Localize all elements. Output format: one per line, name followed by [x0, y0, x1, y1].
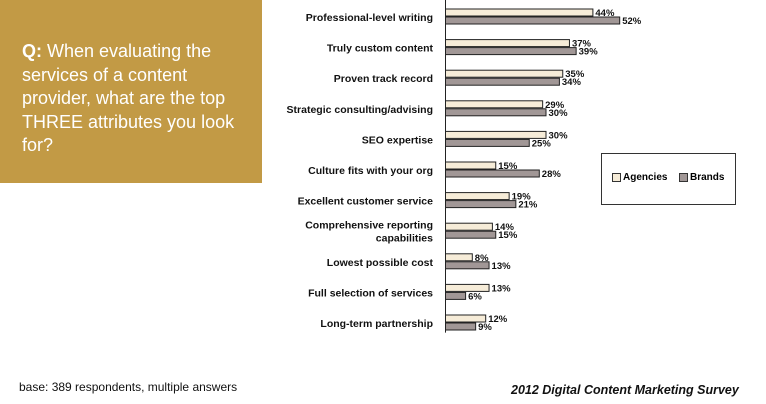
bar-brands-seo-expertise — [445, 138, 530, 147]
value-label-agencies-culture-fits-with-your-org: 15% — [498, 161, 518, 172]
bar-agencies-excellent-customer-service — [445, 192, 510, 201]
value-label-brands-culture-fits-with-your-org: 28% — [542, 169, 562, 180]
category-label-strategic-consulting-advising: Strategic consulting/advising — [287, 104, 433, 116]
bar-brands-professional-level-writing — [445, 16, 621, 25]
value-label-agencies-professional-level-writing: 44% — [595, 8, 615, 19]
question-panel: Q: When evaluating the services of a con… — [0, 0, 262, 183]
legend-swatch-brands — [679, 173, 688, 182]
value-label-brands-comprehensive-reporting-capabilities: 15% — [498, 230, 518, 241]
category-label-culture-fits-with-your-org: Culture fits with your org — [308, 165, 433, 177]
value-label-agencies-proven-track-record: 35% — [565, 69, 585, 80]
category-label-line: Professional-level writing — [306, 12, 433, 24]
value-label-brands-professional-level-writing: 52% — [622, 16, 642, 27]
question-body: When evaluating the services of a conten… — [22, 41, 235, 155]
value-label-agencies-long-term-partnership: 12% — [488, 314, 508, 325]
value-label-brands-proven-track-record: 34% — [562, 77, 582, 88]
legend-label-agencies: Agencies — [623, 172, 668, 183]
value-label-brands-truly-custom-content: 39% — [579, 47, 599, 58]
value-label-agencies-full-selection-of-services: 13% — [492, 283, 512, 294]
legend-item-agencies: Agencies — [612, 172, 667, 183]
bar-agencies-long-term-partnership — [445, 314, 487, 323]
category-label-line: Comprehensive reporting — [305, 220, 433, 232]
category-label-full-selection-of-services: Full selection of services — [308, 287, 433, 299]
bar-agencies-culture-fits-with-your-org — [445, 161, 497, 170]
bar-agencies-truly-custom-content — [445, 39, 570, 48]
value-label-agencies-lowest-possible-cost: 8% — [475, 253, 489, 264]
bar-agencies-comprehensive-reporting-capabilities — [445, 222, 493, 231]
category-label-seo-expertise: SEO expertise — [362, 134, 433, 146]
category-label-line: Truly custom content — [327, 43, 434, 55]
bar-agencies-professional-level-writing — [445, 8, 594, 17]
category-label-line: Culture fits with your org — [308, 165, 433, 177]
category-label-lowest-possible-cost: Lowest possible cost — [327, 257, 434, 269]
category-label-line: Proven track record — [334, 73, 433, 85]
bar-brands-truly-custom-content — [445, 47, 577, 56]
value-label-agencies-truly-custom-content: 37% — [572, 39, 592, 50]
bar-brands-excellent-customer-service — [445, 200, 517, 209]
category-label-line: Long-term partnership — [320, 318, 433, 330]
bar-brands-comprehensive-reporting-capabilities — [445, 230, 497, 239]
value-label-agencies-comprehensive-reporting-capabilities: 14% — [495, 222, 515, 233]
bar-agencies-full-selection-of-services — [445, 283, 490, 292]
value-label-brands-strategic-consulting-advising: 30% — [549, 108, 569, 119]
category-label-line: Strategic consulting/advising — [287, 104, 433, 116]
category-label-truly-custom-content: Truly custom content — [327, 43, 434, 55]
value-label-brands-lowest-possible-cost: 13% — [492, 261, 512, 272]
bar-agencies-proven-track-record — [445, 69, 564, 78]
legend-swatch-agencies — [612, 173, 621, 182]
category-label-excellent-customer-service: Excellent customer service — [298, 196, 434, 208]
category-label-line: Full selection of services — [308, 287, 433, 299]
category-label-line: SEO expertise — [362, 134, 433, 146]
category-label-long-term-partnership: Long-term partnership — [320, 318, 433, 330]
value-label-brands-full-selection-of-services: 6% — [468, 291, 482, 302]
category-label-line: capabilities — [376, 233, 433, 245]
legend-label-brands: Brands — [690, 172, 725, 183]
bar-brands-lowest-possible-cost — [445, 261, 490, 270]
survey-title: 2012 Digital Content Marketing Survey — [511, 383, 739, 397]
value-label-agencies-strategic-consulting-advising: 29% — [545, 100, 565, 111]
category-label-proven-track-record: Proven track record — [334, 73, 433, 85]
question-prefix: Q: — [22, 41, 42, 61]
base-note: base: 389 respondents, multiple answers — [19, 380, 238, 394]
bar-brands-culture-fits-with-your-org — [445, 169, 540, 178]
value-label-agencies-excellent-customer-service: 19% — [512, 192, 532, 203]
bar-brands-long-term-partnership — [445, 322, 477, 331]
value-label-brands-seo-expertise: 25% — [532, 138, 552, 149]
bar-agencies-strategic-consulting-advising — [445, 100, 544, 109]
category-label-line: Lowest possible cost — [327, 257, 434, 269]
bar-agencies-seo-expertise — [445, 130, 547, 139]
bar-brands-full-selection-of-services — [445, 291, 467, 300]
category-label-line: Excellent customer service — [298, 196, 434, 208]
bar-brands-strategic-consulting-advising — [445, 108, 547, 117]
value-label-agencies-seo-expertise: 30% — [549, 130, 569, 141]
chart-legend: Agencies Brands — [601, 153, 736, 205]
category-label-professional-level-writing: Professional-level writing — [306, 12, 433, 24]
legend-item-brands: Brands — [679, 172, 724, 183]
category-label-comprehensive-reporting-capabilities: Comprehensive reporting capabilities — [305, 220, 433, 245]
question-text: Q: When evaluating the services of a con… — [22, 40, 258, 158]
bar-agencies-lowest-possible-cost — [445, 253, 473, 262]
value-label-brands-long-term-partnership: 9% — [478, 322, 492, 333]
bar-brands-proven-track-record — [445, 77, 560, 86]
value-label-brands-excellent-customer-service: 21% — [518, 200, 538, 211]
